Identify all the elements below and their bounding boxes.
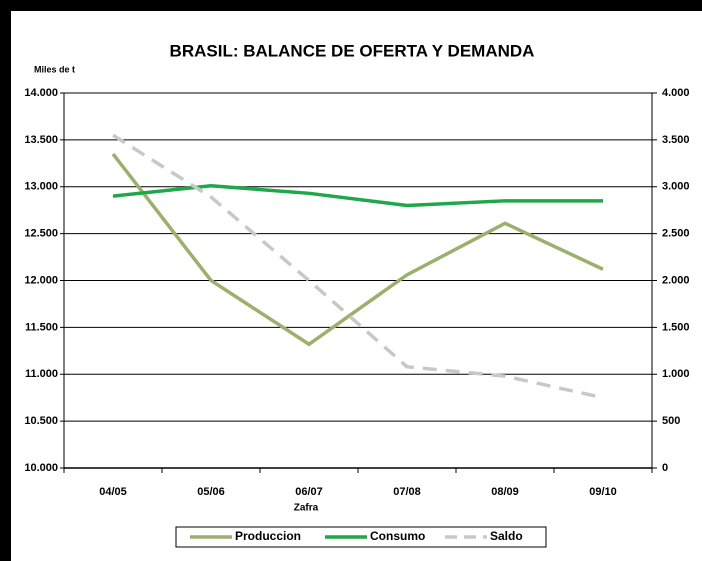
y2-tick-label: 2.500: [662, 228, 690, 240]
series-line: [112, 184, 603, 208]
frame-left: [0, 0, 11, 561]
y-tick-label: 13.000: [24, 181, 58, 193]
y2-tick-label: 3.000: [662, 181, 690, 193]
x-tick-label: 07/08: [393, 486, 421, 498]
y-tick-label: 12.000: [24, 274, 58, 286]
y-tick-label: 10.000: [24, 462, 58, 474]
y2-tick-label: 1.000: [662, 368, 690, 380]
x-tick-label: 09/10: [589, 486, 617, 498]
frame-top: [0, 0, 702, 11]
y2-tick-label: 4.000: [662, 87, 690, 99]
y2-tick-label: 500: [662, 415, 680, 427]
y-tick-label: 12.500: [24, 228, 58, 240]
chart-title: BRASIL: BALANCE DE OFERTA Y DEMANDA: [170, 41, 535, 60]
y2-tick-label: 3.500: [662, 134, 690, 146]
legend-label: Consumo: [370, 529, 425, 543]
legend-label: Produccion: [235, 529, 301, 543]
y-tick-label: 14.000: [24, 87, 58, 99]
y2-tick-label: 1.500: [662, 321, 690, 333]
y-tick-label: 11.000: [25, 368, 58, 380]
x-tick-label: 04/05: [99, 486, 127, 498]
y-tick-label: 11.500: [25, 321, 58, 333]
legend-label: Saldo: [490, 529, 523, 543]
x-tick-label: 05/06: [197, 486, 225, 498]
series-line: [112, 133, 604, 400]
y2-tick-label: 2.000: [662, 274, 690, 286]
y-tick-label: 10.500: [24, 415, 58, 427]
x-tick-label: 08/09: [491, 486, 519, 498]
y2-tick-label: 0: [662, 462, 668, 474]
y-tick-label: 13.500: [24, 134, 58, 146]
series-line: [111, 152, 604, 347]
y-axis-label: Miles de t: [34, 64, 75, 74]
x-tick-label: 06/07: [295, 486, 323, 498]
x-axis-label: Zafra: [294, 503, 319, 514]
